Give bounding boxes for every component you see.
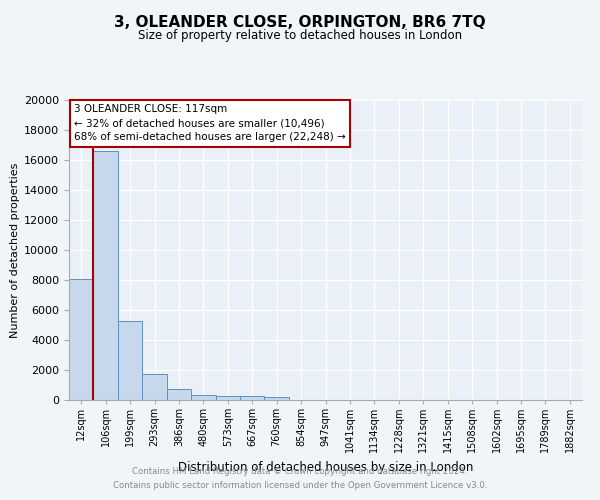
Bar bbox=[142, 374, 167, 400]
Bar bbox=[118, 320, 142, 400]
Text: Size of property relative to detached houses in London: Size of property relative to detached ho… bbox=[138, 28, 462, 42]
Bar bbox=[240, 396, 265, 400]
Bar bbox=[191, 395, 215, 400]
Text: 3, OLEANDER CLOSE, ORPINGTON, BR6 7TQ: 3, OLEANDER CLOSE, ORPINGTON, BR6 7TQ bbox=[114, 15, 486, 30]
Text: Contains public sector information licensed under the Open Government Licence v3: Contains public sector information licen… bbox=[113, 481, 487, 490]
Bar bbox=[215, 396, 240, 400]
Bar bbox=[167, 389, 191, 400]
Text: Contains HM Land Registry data © Crown copyright and database right 2024.: Contains HM Land Registry data © Crown c… bbox=[132, 467, 468, 476]
Bar bbox=[94, 151, 118, 400]
X-axis label: Distribution of detached houses by size in London: Distribution of detached houses by size … bbox=[178, 461, 473, 474]
Text: 3 OLEANDER CLOSE: 117sqm
← 32% of detached houses are smaller (10,496)
68% of se: 3 OLEANDER CLOSE: 117sqm ← 32% of detach… bbox=[74, 104, 346, 142]
Bar bbox=[265, 397, 289, 400]
Bar bbox=[69, 279, 94, 400]
Y-axis label: Number of detached properties: Number of detached properties bbox=[10, 162, 20, 338]
